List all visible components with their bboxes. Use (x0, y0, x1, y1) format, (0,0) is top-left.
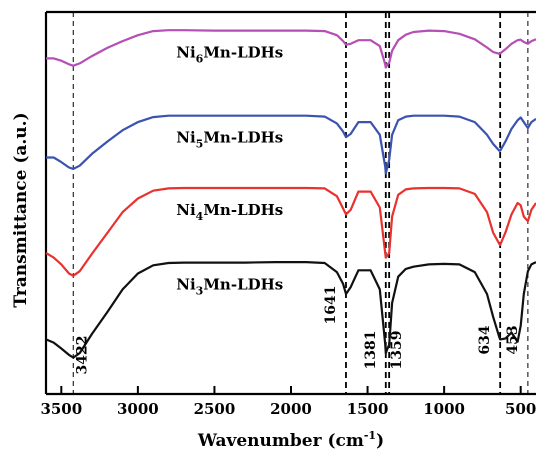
peak-label: 453 (505, 325, 521, 354)
peak-label: 634 (477, 325, 493, 354)
peak-marker-lines (72, 12, 529, 394)
x-tick-label: 2500 (194, 400, 236, 418)
series-line (45, 261, 536, 359)
series-line (46, 114, 536, 175)
plot-frame (44, 10, 536, 396)
x-tick-label: 3500 (40, 400, 82, 418)
series-label: Ni5Mn-LDHs (176, 129, 283, 151)
spectra-lines (45, 29, 536, 359)
x-axis-ticks: 3500 3000 2500 2000 1500 1000 500 (40, 386, 536, 418)
x-tick-label: 3000 (117, 400, 159, 418)
peak-label: 3422 (74, 336, 90, 375)
x-tick-label: 1500 (347, 400, 389, 418)
x-tick-label: 500 (505, 400, 536, 418)
peak-label: 1381 (363, 331, 379, 370)
series-line (45, 186, 536, 277)
x-tick-label: 1000 (423, 400, 465, 418)
x-axis-label-main: Wavenumber (cm (197, 431, 364, 451)
series-label: Ni3Mn-LDHs (176, 276, 283, 298)
peak-label: 1359 (389, 331, 405, 370)
series-labels: Ni6Mn-LDHs Ni5Mn-LDHs Ni4Mn-LDHs Ni3Mn-LDHs (176, 44, 283, 298)
x-tick-label: 2000 (270, 400, 312, 418)
x-axis-label-superscript: -1 (364, 429, 376, 442)
peak-label: 1641 (323, 286, 339, 325)
series-label: Ni4Mn-LDHs (176, 201, 283, 223)
peak-labels: 3422 1641 1381 1359 634 453 (74, 286, 521, 375)
series-label: Ni6Mn-LDHs (176, 44, 283, 66)
x-axis-label: Wavenumber (cm-1) (197, 429, 384, 451)
x-axis-label-close: ) (376, 431, 384, 451)
series-line (46, 29, 536, 69)
y-axis-label: Transmittance (a.u.) (11, 112, 31, 307)
